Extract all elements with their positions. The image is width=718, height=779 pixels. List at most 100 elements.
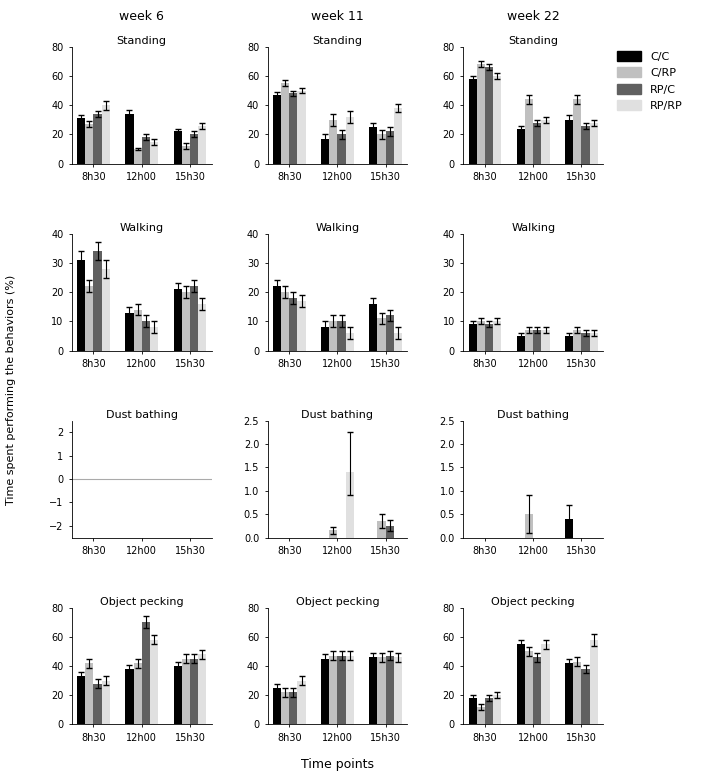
Bar xyxy=(102,105,110,164)
Bar xyxy=(273,287,281,351)
Bar xyxy=(273,95,281,164)
Bar xyxy=(198,125,206,164)
Bar xyxy=(525,651,533,724)
Bar xyxy=(394,333,402,351)
Bar xyxy=(533,330,541,351)
Bar xyxy=(93,252,102,351)
Bar xyxy=(517,336,525,351)
Bar xyxy=(182,292,190,351)
Bar xyxy=(477,707,485,724)
Title: Dust bathing: Dust bathing xyxy=(497,410,569,420)
Bar xyxy=(337,656,345,724)
Bar xyxy=(190,659,198,724)
Bar xyxy=(337,135,345,164)
Bar xyxy=(174,289,182,351)
Bar xyxy=(321,659,330,724)
Bar xyxy=(297,301,306,351)
Text: week 22: week 22 xyxy=(507,10,559,23)
Bar xyxy=(182,659,190,724)
Bar xyxy=(321,327,330,351)
Bar xyxy=(369,304,378,351)
Title: Dust bathing: Dust bathing xyxy=(106,410,178,420)
Bar xyxy=(565,336,573,351)
Bar xyxy=(493,322,501,351)
Title: Walking: Walking xyxy=(511,223,555,233)
Bar xyxy=(378,657,386,724)
Bar xyxy=(174,666,182,724)
Bar xyxy=(281,292,289,351)
Bar xyxy=(378,135,386,164)
Bar xyxy=(345,472,354,538)
Bar xyxy=(565,519,573,538)
Bar xyxy=(369,127,378,164)
Bar xyxy=(477,65,485,164)
Bar xyxy=(174,132,182,164)
Bar xyxy=(394,108,402,164)
Bar xyxy=(141,322,150,351)
Bar xyxy=(469,324,477,351)
Bar xyxy=(541,120,549,164)
Bar xyxy=(386,132,394,164)
Bar xyxy=(394,657,402,724)
Bar xyxy=(190,287,198,351)
Title: Walking: Walking xyxy=(315,223,360,233)
Bar xyxy=(378,319,386,351)
Legend: C/C, C/RP, RP/C, RP/RP: C/C, C/RP, RP/C, RP/RP xyxy=(615,50,684,112)
Bar xyxy=(485,324,493,351)
Text: week 11: week 11 xyxy=(311,10,364,23)
Bar xyxy=(573,330,582,351)
Bar xyxy=(517,129,525,164)
Bar xyxy=(141,137,150,164)
Bar xyxy=(77,676,85,724)
Text: Time spent performing the behaviors (%): Time spent performing the behaviors (%) xyxy=(6,274,16,505)
Bar xyxy=(469,79,477,164)
Title: Object pecking: Object pecking xyxy=(491,597,575,607)
Bar xyxy=(77,260,85,351)
Bar xyxy=(330,530,337,538)
Title: Object pecking: Object pecking xyxy=(100,597,184,607)
Title: Object pecking: Object pecking xyxy=(296,597,379,607)
Bar xyxy=(582,333,589,351)
Bar xyxy=(337,322,345,351)
Bar xyxy=(533,657,541,724)
Bar xyxy=(345,656,354,724)
Title: Standing: Standing xyxy=(508,36,558,46)
Bar xyxy=(126,114,134,164)
Bar xyxy=(345,117,354,164)
Bar xyxy=(85,287,93,351)
Bar xyxy=(289,93,297,164)
Bar xyxy=(369,657,378,724)
Bar xyxy=(386,526,394,538)
Bar xyxy=(289,693,297,724)
Bar xyxy=(198,654,206,724)
Bar xyxy=(198,304,206,351)
Bar xyxy=(297,90,306,164)
Bar xyxy=(589,640,598,724)
Bar xyxy=(85,124,93,164)
Bar xyxy=(141,622,150,724)
Bar xyxy=(134,663,141,724)
Bar xyxy=(533,123,541,164)
Bar xyxy=(126,312,134,351)
Bar xyxy=(541,330,549,351)
Text: week 6: week 6 xyxy=(119,10,164,23)
Bar xyxy=(182,146,190,164)
Bar xyxy=(150,640,158,724)
Bar xyxy=(345,333,354,351)
Bar xyxy=(134,149,141,164)
Bar xyxy=(330,656,337,724)
Bar xyxy=(477,322,485,351)
Bar xyxy=(565,120,573,164)
Title: Standing: Standing xyxy=(117,36,167,46)
Bar xyxy=(126,669,134,724)
Bar xyxy=(330,120,337,164)
Bar xyxy=(469,698,477,724)
Bar xyxy=(190,135,198,164)
Bar xyxy=(297,681,306,724)
Title: Standing: Standing xyxy=(312,36,363,46)
Bar xyxy=(289,298,297,351)
Bar xyxy=(150,142,158,164)
Bar xyxy=(134,310,141,351)
Bar xyxy=(525,514,533,538)
Text: Time points: Time points xyxy=(301,758,374,771)
